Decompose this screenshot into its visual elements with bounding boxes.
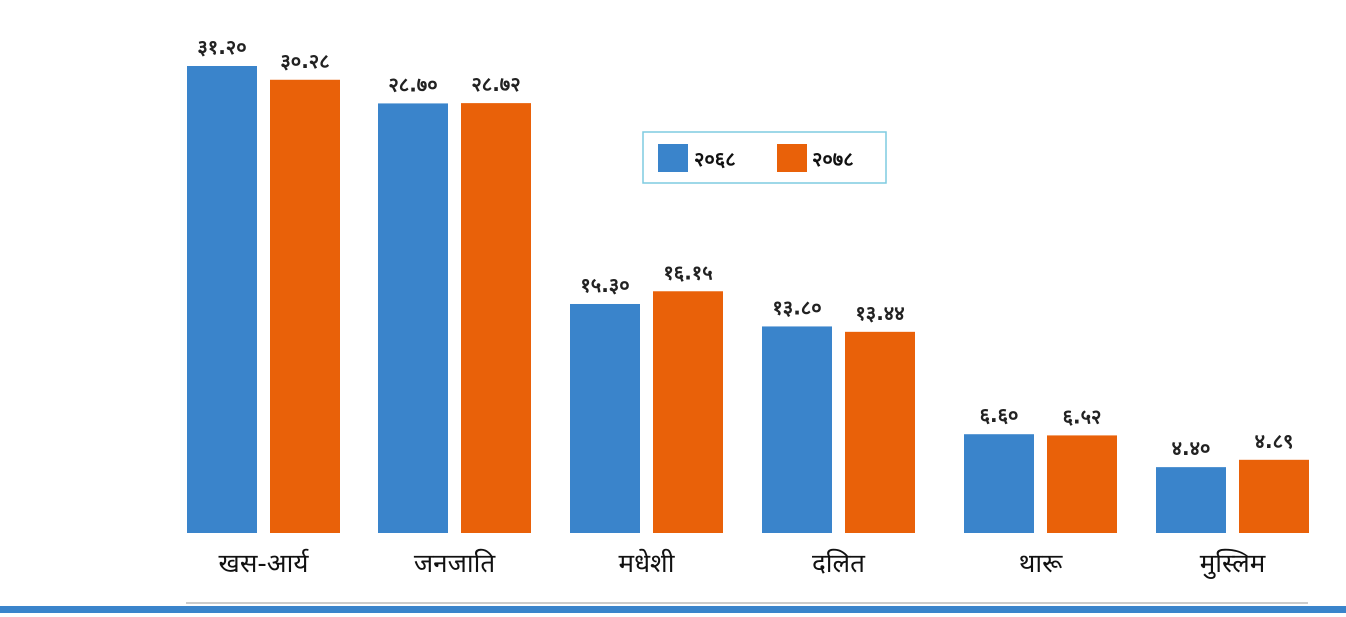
data-label-4-series-1: ६.५२ xyxy=(1063,404,1102,428)
category-label-3: दलित xyxy=(812,548,866,579)
legend-swatch-2078 xyxy=(777,144,807,172)
category-label-5: मुस्लिम xyxy=(1200,548,1266,579)
data-labels-layer: ३१.२० ३०.२८ २८.७० २८.७२ १५.३० १६.१५ १३.८० १३.४४… xyxy=(197,35,1293,460)
bottom-accent-bar xyxy=(0,606,1346,613)
data-label-4-series-0: ६.६० xyxy=(980,403,1019,427)
category-labels-layer: खस-आर्य जनजाति मधेशी दलित थारू मुस्लिम xyxy=(219,548,1266,579)
bar-5-series-0 xyxy=(1156,467,1226,533)
legend: २०६८ २०७८ xyxy=(642,131,887,184)
category-label-4: थारू xyxy=(1019,549,1063,579)
category-label-1: जनजाति xyxy=(414,548,496,579)
bar-2-series-1 xyxy=(653,291,723,533)
data-label-5-series-0: ४.४० xyxy=(1172,436,1211,460)
data-label-0-series-1: ३०.२८ xyxy=(280,49,329,73)
data-label-2-series-0: १५.३० xyxy=(580,273,629,297)
data-label-1-series-1: २८.७२ xyxy=(471,72,520,96)
legend-label-2068: २०६८ xyxy=(694,147,736,171)
bar-1-series-0 xyxy=(378,103,448,534)
data-label-0-series-0: ३१.२० xyxy=(197,35,246,59)
bar-4-series-0 xyxy=(964,434,1034,533)
data-label-1-series-0: २८.७० xyxy=(388,72,437,96)
bar-4-series-1 xyxy=(1047,435,1117,533)
category-label-0: खस-आर्य xyxy=(219,548,310,579)
category-label-2: मधेशी xyxy=(619,548,676,579)
data-label-5-series-1: ४.८९ xyxy=(1255,429,1294,453)
bar-3-series-0 xyxy=(762,326,832,533)
bar-2-series-0 xyxy=(570,303,640,533)
data-label-2-series-1: १६.१५ xyxy=(663,260,712,284)
bar-0-series-1 xyxy=(270,79,340,534)
bars-layer xyxy=(187,66,1309,534)
data-label-3-series-0: १३.८० xyxy=(772,295,821,319)
bar-1-series-1 xyxy=(461,103,531,533)
bar-5-series-1 xyxy=(1239,459,1309,533)
bar-3-series-1 xyxy=(845,331,915,533)
legend-swatch-2068 xyxy=(658,144,688,172)
data-label-3-series-1: १३.४४ xyxy=(855,301,904,325)
bar-0-series-0 xyxy=(187,66,257,533)
legend-label-2078: २०७८ xyxy=(812,147,854,171)
